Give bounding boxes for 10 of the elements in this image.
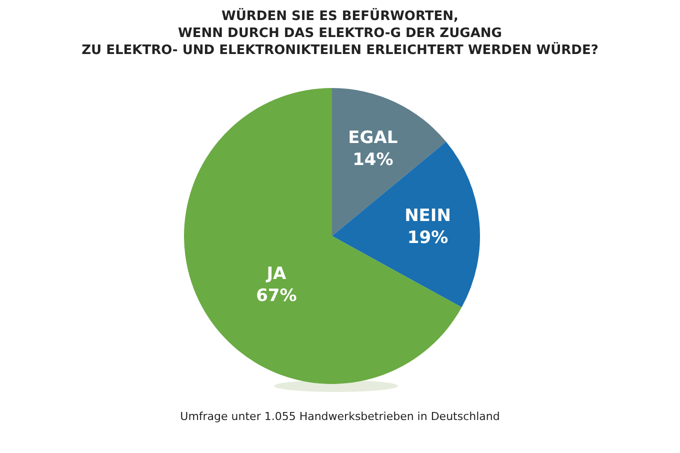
text: Umfrage unter 1.055 Handwerksbetrieben in Deutschland [180, 410, 500, 423]
slice-label: EGAL [348, 128, 398, 148]
slice-label: JA [266, 264, 288, 284]
pie-slice [332, 142, 480, 308]
data-label: 19% [407, 228, 448, 248]
pie-slice [184, 88, 462, 384]
chart-title: WÜRDEN SIE ES BEFÜRWORTEN, WENN DURCH DAS ELEKTRO-G DER ZUGANG ZU ELEKTRO- UND ELEKTRONIKTEILEN ERLEICHTERT WERDEN WÜRDE? [82, 7, 598, 58]
data-label: 14% [352, 150, 394, 170]
data-label: 67% [256, 286, 297, 306]
slice-label: NEIN [404, 206, 451, 226]
